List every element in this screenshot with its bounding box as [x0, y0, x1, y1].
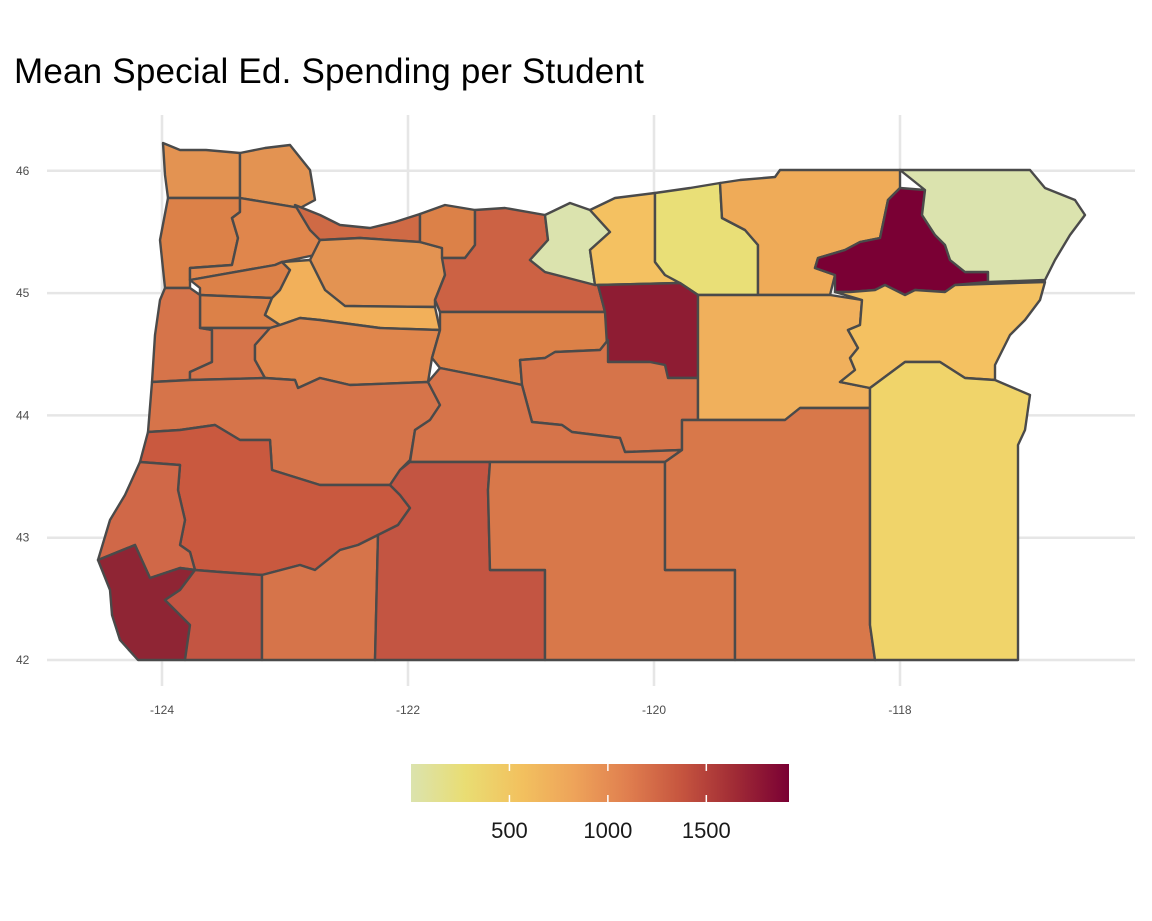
y-tick-label: 42 [16, 653, 30, 667]
legend-gradient-bar [411, 764, 789, 802]
county-jackson [260, 533, 380, 662]
y-tick-label: 46 [16, 164, 30, 178]
axis-tick-labels: -124 -122 -120 -118 42 43 44 45 46 [16, 164, 912, 717]
county-layer [96, 141, 1087, 662]
legend-ticks: 500 1000 1500 [491, 764, 731, 843]
x-tick-label: -118 [888, 703, 911, 717]
chart-title: Mean Special Ed. Spending per Student [14, 52, 645, 91]
county-deschutes [408, 366, 684, 464]
county-columbia [238, 143, 317, 210]
legend-colorbar: 500 1000 1500 [411, 764, 789, 843]
county-linn [253, 316, 442, 390]
county-wallowa [898, 168, 1087, 284]
county-baker [833, 280, 1047, 390]
y-tick-label: 44 [16, 408, 30, 422]
county-josephine [163, 568, 264, 662]
y-tick-label: 43 [16, 531, 30, 545]
x-tick-label: -122 [396, 703, 420, 717]
y-tick-label: 45 [16, 286, 30, 300]
legend-tick-label: 1000 [583, 818, 632, 843]
county-clatsop [161, 141, 242, 200]
county-grant [696, 293, 872, 422]
legend-tick-label: 1500 [682, 818, 731, 843]
legend-tick-label: 500 [491, 818, 528, 843]
x-tick-label: -120 [642, 703, 666, 717]
county-malheur [868, 360, 1032, 662]
x-tick-label: -124 [150, 703, 174, 717]
